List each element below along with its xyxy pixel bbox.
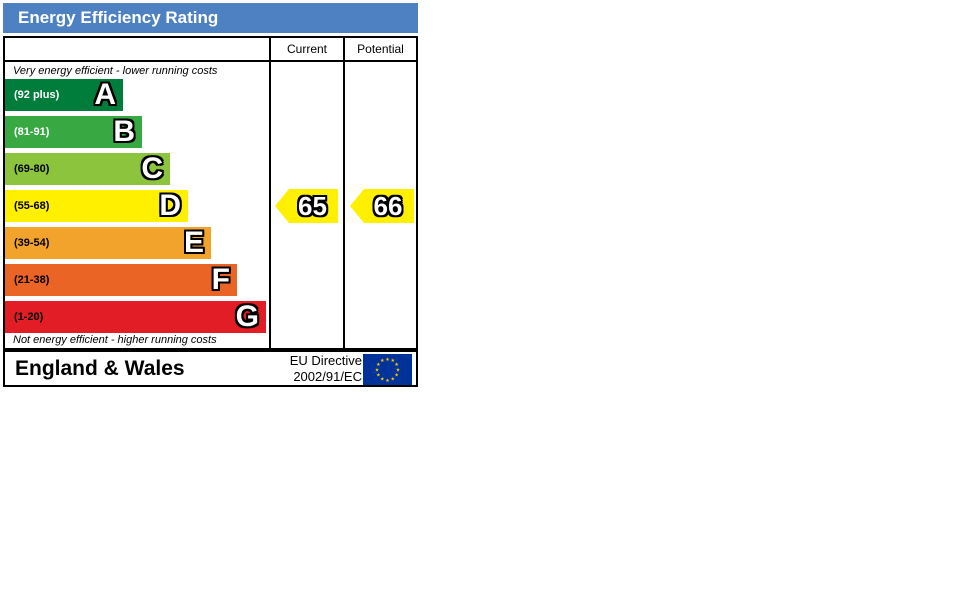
band-c: (69-80) C — [5, 153, 170, 185]
band-e-range: (39-54) — [14, 237, 50, 249]
potential-arrow-shape — [350, 189, 414, 223]
svg-text:★: ★ — [394, 373, 399, 379]
bands-area: Very energy efficient - lower running co… — [5, 62, 416, 348]
current-rating-arrow: 65 — [275, 189, 338, 223]
note-not-efficient: Not energy efficient - higher running co… — [13, 334, 217, 346]
current-column-divider — [269, 38, 271, 348]
band-b-letter: B — [113, 115, 135, 148]
column-header-potential: Potential — [357, 42, 404, 56]
svg-text:★: ★ — [375, 367, 380, 373]
band-f-letter: F — [211, 263, 230, 296]
svg-text:★: ★ — [396, 367, 401, 373]
energy-efficiency-rating-chart: Energy Efficiency Rating Current Potenti… — [3, 3, 418, 387]
svg-text:★: ★ — [385, 378, 390, 384]
eu-directive-label: EU Directive 2002/91/EC — [290, 352, 362, 385]
column-header-row: Current Potential — [5, 38, 416, 62]
band-g-letter: G — [235, 300, 259, 333]
chart-footer: England & Wales EU Directive 2002/91/EC … — [3, 350, 418, 387]
svg-text:★: ★ — [391, 376, 396, 382]
band-g: (1-20) G — [5, 301, 266, 333]
band-e-letter: E — [183, 226, 204, 259]
band-d-range: (55-68) — [14, 200, 50, 212]
potential-column-divider — [343, 38, 345, 348]
svg-text:★: ★ — [385, 357, 390, 363]
rating-table: Current Potential Very energy efficient … — [3, 36, 418, 350]
band-d: (55-68) D — [5, 190, 188, 222]
note-very-efficient: Very energy efficient - lower running co… — [13, 65, 218, 77]
svg-text:★: ★ — [380, 358, 385, 364]
svg-text:★: ★ — [376, 362, 381, 368]
potential-rating-arrow: 66 — [350, 189, 414, 223]
eu-flag-icon: ★ ★ ★ ★ ★ ★ ★ ★ ★ ★ ★ ★ — [363, 354, 412, 385]
eu-directive-line2: 2002/91/EC — [293, 368, 362, 384]
eu-flag-stars: ★ ★ ★ ★ ★ ★ ★ ★ ★ ★ ★ ★ — [375, 357, 401, 384]
band-a: (92 plus) A — [5, 79, 123, 111]
band-a-letter: A — [94, 78, 116, 111]
band-f: (21-38) F — [5, 264, 237, 296]
band-f-range: (21-38) — [14, 274, 50, 286]
band-a-range: (92 plus) — [14, 89, 60, 101]
band-c-letter: C — [141, 152, 163, 185]
svg-text:★: ★ — [380, 376, 385, 382]
eu-flag-field — [363, 354, 412, 385]
chart-title: Energy Efficiency Rating — [18, 8, 219, 27]
band-g-range: (1-20) — [14, 311, 44, 323]
band-d-letter: D — [159, 189, 181, 222]
band-b: (81-91) B — [5, 116, 142, 148]
region-label: England & Wales — [15, 356, 185, 380]
current-arrow-shape — [275, 189, 338, 223]
chart-title-bar: Energy Efficiency Rating — [3, 3, 418, 33]
svg-text:★: ★ — [391, 358, 396, 364]
svg-text:★: ★ — [376, 373, 381, 379]
band-b-range: (81-91) — [14, 126, 50, 138]
band-e: (39-54) E — [5, 227, 211, 259]
column-header-current: Current — [286, 42, 327, 56]
svg-text:★: ★ — [394, 362, 399, 368]
potential-rating-value: 66 — [373, 191, 403, 221]
current-rating-value: 65 — [298, 191, 327, 221]
eu-directive-line1: EU Directive — [289, 352, 362, 368]
band-c-range: (69-80) — [14, 163, 50, 175]
